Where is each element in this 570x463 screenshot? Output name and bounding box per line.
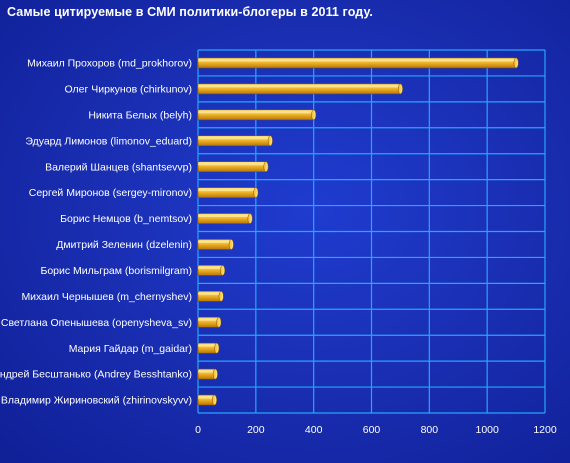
bar-highlight xyxy=(198,85,401,88)
category-label: Светлана Опенышева (openysheva_sv) xyxy=(1,317,192,329)
bar-cap xyxy=(214,342,220,354)
category-label: Михаил Чернышев (m_chernyshev) xyxy=(21,291,192,303)
bar-cap xyxy=(397,83,403,95)
x-tick-label: 400 xyxy=(305,424,323,436)
bar xyxy=(197,57,519,69)
bar-highlight xyxy=(198,59,517,62)
bar-highlight xyxy=(198,189,256,192)
x-tick-label: 0 xyxy=(195,424,201,436)
bar-highlight xyxy=(198,240,232,243)
bar xyxy=(197,316,222,328)
bar xyxy=(197,187,259,198)
bar xyxy=(197,109,317,121)
category-label: Валерий Шанцев (shantsevvp) xyxy=(45,161,192,173)
x-tick-label: 1200 xyxy=(533,424,557,436)
category-label: Никита Белых (belyh) xyxy=(88,109,192,121)
bar-cap xyxy=(216,317,222,328)
bar-highlight xyxy=(198,318,219,321)
category-label: Владимир Жириновский (zhirinovskyvv) xyxy=(1,395,192,407)
bar-highlight xyxy=(198,111,314,114)
category-label: Олег Чиркунов (chirkunov) xyxy=(65,83,193,95)
bar-cap xyxy=(218,291,224,302)
bar-highlight xyxy=(198,344,217,347)
bar-cap xyxy=(253,187,259,198)
bar xyxy=(197,213,253,224)
bar-cap xyxy=(212,394,217,406)
x-tick-label: 800 xyxy=(421,424,439,436)
bar-cap xyxy=(263,161,269,172)
category-label: Борис Мильграм (borismilgram) xyxy=(40,265,192,277)
bar-cap xyxy=(212,368,218,380)
bar-cap xyxy=(220,265,226,276)
bar xyxy=(197,265,226,276)
bar-highlight xyxy=(198,292,222,295)
bar xyxy=(197,342,220,354)
bar-cap xyxy=(247,213,253,224)
category-label: Сергей Миронов (sergey-mironov) xyxy=(29,187,192,199)
chart-title: Самые цитируемые в СМИ политики-блогеры … xyxy=(7,5,373,19)
bar xyxy=(197,161,269,172)
bar-highlight xyxy=(198,396,215,399)
bar-highlight xyxy=(198,163,266,166)
bar xyxy=(197,135,273,147)
bar xyxy=(197,368,218,380)
bar xyxy=(197,83,403,95)
x-axis-ticks: 0 200 400 600 800 1000 1200 xyxy=(195,424,557,436)
category-label: Дмитрий Зеленин (dzelenin) xyxy=(56,239,192,251)
bar-highlight xyxy=(198,266,223,269)
category-label: Борис Немцов (b_nemtsov) xyxy=(60,213,192,225)
category-label: Мария Гайдар (m_gaidar) xyxy=(69,343,192,355)
grid xyxy=(197,49,546,414)
category-label: Михаил Прохоров (md_prokhorov) xyxy=(27,58,192,70)
bar xyxy=(197,291,224,302)
bar-cap xyxy=(311,109,317,121)
category-label: Эдуард Лимонов (limonov_eduard) xyxy=(25,135,192,147)
x-tick-label: 200 xyxy=(247,424,265,436)
category-label: Андрей Бесштанько (Andrey Besshtanko) xyxy=(0,369,192,381)
x-tick-label: 1000 xyxy=(475,424,499,436)
bar xyxy=(197,239,234,250)
bar-cap xyxy=(267,135,273,146)
bar-cap xyxy=(228,239,234,250)
x-tick-label: 600 xyxy=(363,424,381,436)
bar-highlight xyxy=(198,370,216,373)
bar-cap xyxy=(513,57,519,69)
category-labels: Михаил Прохоров (md_prokhorov) Олег Чирку… xyxy=(0,58,192,407)
bars xyxy=(197,57,519,406)
bar-highlight xyxy=(198,215,251,218)
bar-highlight xyxy=(198,137,271,140)
bar xyxy=(197,394,217,406)
